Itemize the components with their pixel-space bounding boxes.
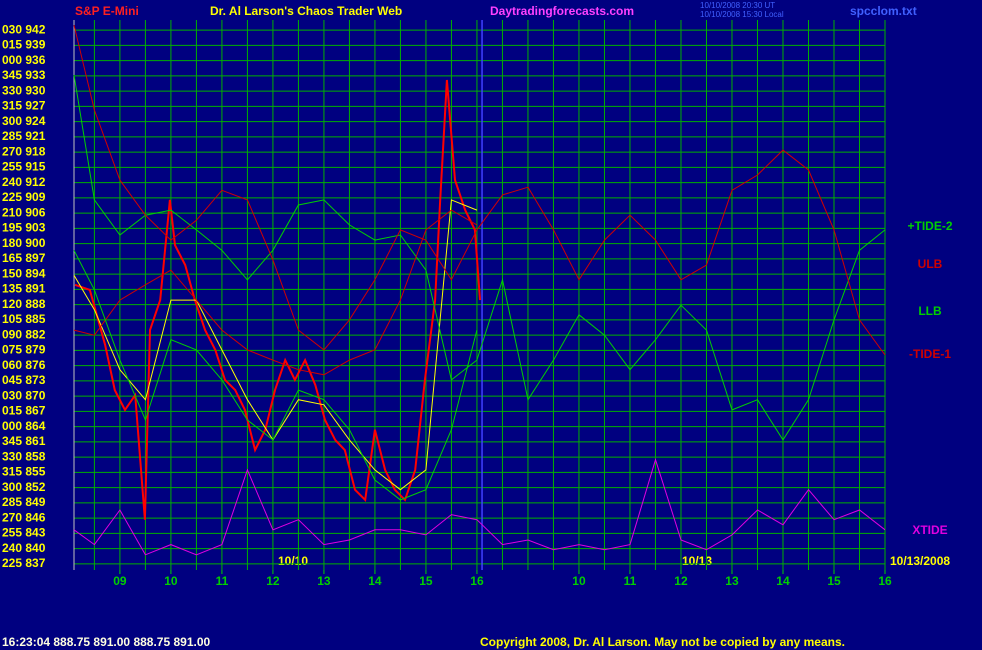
series-line xyxy=(73,458,886,556)
y-tick-label: 135 891 xyxy=(2,282,46,296)
y-tick-label: 300 924 xyxy=(2,114,46,128)
y-tick-label: 285 849 xyxy=(2,495,46,509)
y-tick-label: 030 942 xyxy=(2,22,46,36)
series-line xyxy=(74,79,481,520)
x-tick-label: 09 xyxy=(113,574,127,588)
y-tick-label: 315 927 xyxy=(2,99,46,113)
y-tick-label: 195 903 xyxy=(2,221,46,235)
series-label: LLB xyxy=(918,304,942,318)
y-tick-label: 225 837 xyxy=(2,556,46,570)
y-tick-label: 330 858 xyxy=(2,449,46,463)
y-tick-label: 300 852 xyxy=(2,480,46,494)
x-tick-label: 12 xyxy=(266,574,280,588)
series-line xyxy=(73,74,886,441)
x-tick-label: 13 xyxy=(725,574,739,588)
series-line xyxy=(73,209,478,376)
y-tick-label: 150 894 xyxy=(2,266,46,280)
y-tick-label: 030 870 xyxy=(2,388,46,402)
copyright: Copyright 2008, Dr. Al Larson. May not b… xyxy=(480,635,845,649)
y-tick-label: 345 861 xyxy=(2,434,46,448)
series-label: XTIDE xyxy=(912,523,947,537)
day-label: 10/13 xyxy=(682,554,712,568)
y-tick-label: 270 918 xyxy=(2,144,46,158)
x-tick-label: 15 xyxy=(827,574,841,588)
x-tick-label: 14 xyxy=(368,574,382,588)
y-tick-label: 345 933 xyxy=(2,68,46,82)
x-tick-label: 16 xyxy=(878,574,892,588)
y-tick-label: 000 864 xyxy=(2,419,46,433)
y-tick-label: 210 906 xyxy=(2,205,46,219)
series-label: -TIDE-1 xyxy=(909,347,951,361)
day-label: 10/10 xyxy=(278,554,308,568)
y-tick-label: 270 846 xyxy=(2,510,46,524)
series-label: ULB xyxy=(918,257,943,271)
timestamp-local: 10/10/2008 15:30 Local xyxy=(700,10,784,19)
y-tick-label: 315 855 xyxy=(2,465,46,479)
x-tick-label: 10 xyxy=(164,574,178,588)
series-label: +TIDE-2 xyxy=(907,219,952,233)
series-line xyxy=(73,250,478,501)
y-tick-label: 255 915 xyxy=(2,160,46,174)
y-tick-label: 165 897 xyxy=(2,251,46,265)
instrument: S&P E-Mini xyxy=(75,4,139,18)
y-tick-label: 045 873 xyxy=(2,373,46,387)
y-tick-label: 015 867 xyxy=(2,404,46,418)
x-tick-label: 10 xyxy=(572,574,586,588)
series-line xyxy=(73,24,886,356)
timestamp-ut: 10/10/2008 20:30 UT xyxy=(700,1,775,10)
y-tick-label: 285 921 xyxy=(2,129,46,143)
x-tick-label: 14 xyxy=(776,574,790,588)
y-tick-label: 330 930 xyxy=(2,83,46,97)
x-tick-label: 13 xyxy=(317,574,331,588)
y-tick-label: 225 909 xyxy=(2,190,46,204)
file-name: spcclom.txt xyxy=(850,4,917,18)
x-tick-label: 16 xyxy=(470,574,484,588)
day-label: 10/13/2008 xyxy=(890,554,950,568)
y-tick-label: 060 876 xyxy=(2,358,46,372)
y-tick-label: 000 936 xyxy=(2,53,46,67)
y-tick-label: 240 912 xyxy=(2,175,46,189)
y-tick-label: 240 840 xyxy=(2,541,46,555)
x-tick-label: 12 xyxy=(674,574,688,588)
x-tick-label: 11 xyxy=(216,574,229,588)
y-tick-label: 255 843 xyxy=(2,526,46,540)
chart-title: Dr. Al Larson's Chaos Trader Web xyxy=(210,4,402,18)
y-tick-label: 105 885 xyxy=(2,312,46,326)
y-tick-label: 090 882 xyxy=(2,327,46,341)
y-tick-label: 120 888 xyxy=(2,297,46,311)
site: Daytradingforecasts.com xyxy=(490,4,634,18)
y-tick-label: 180 900 xyxy=(2,236,46,250)
y-tick-label: 075 879 xyxy=(2,343,46,357)
y-tick-label: 015 939 xyxy=(2,38,46,52)
x-tick-label: 11 xyxy=(624,574,637,588)
x-tick-label: 15 xyxy=(419,574,433,588)
status: 16:23:04 888.75 891.00 888.75 891.00 xyxy=(2,635,211,649)
